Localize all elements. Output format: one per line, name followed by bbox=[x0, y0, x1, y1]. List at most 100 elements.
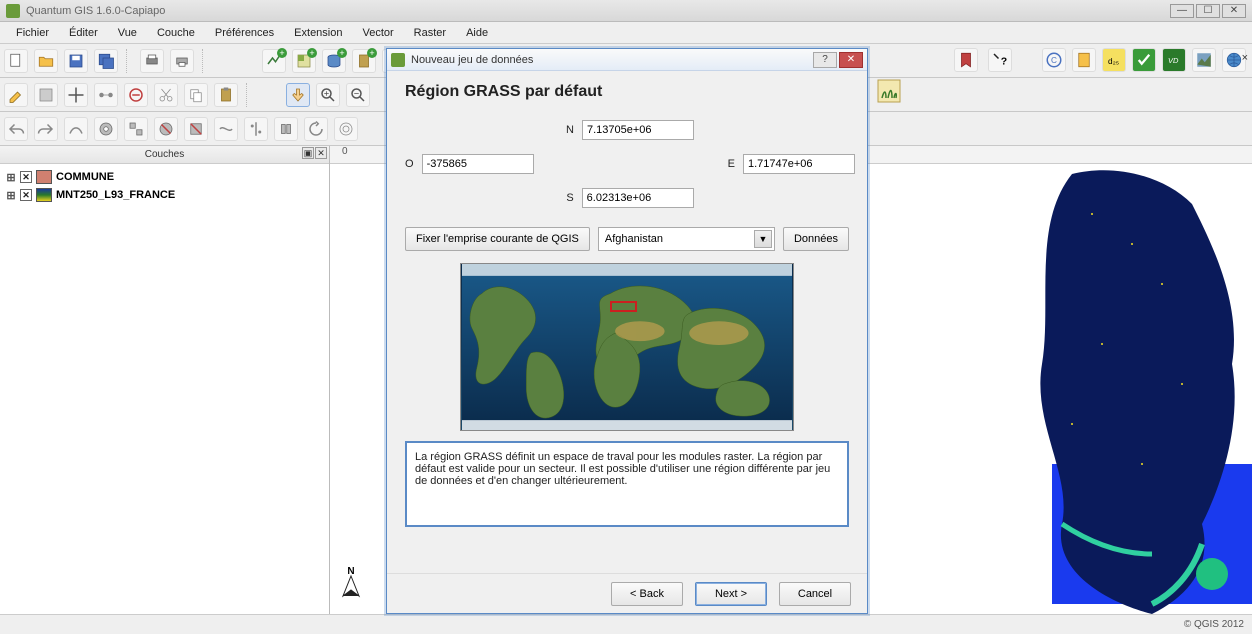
country-select[interactable]: Afghanistan ▼ bbox=[598, 227, 775, 251]
menu-extension[interactable]: Extension bbox=[284, 24, 352, 42]
attribution-text: © QGIS 2012 bbox=[1184, 619, 1244, 630]
delete-selected-button[interactable] bbox=[124, 83, 148, 107]
menu-edit[interactable]: Éditer bbox=[59, 24, 108, 42]
print-button[interactable] bbox=[170, 49, 194, 73]
east-input[interactable] bbox=[743, 154, 855, 174]
polygon-symbol-icon bbox=[36, 170, 52, 184]
fix-qgis-extent-button[interactable]: Fixer l'emprise courante de QGIS bbox=[405, 227, 590, 251]
window-minimize-button[interactable]: — bbox=[1170, 4, 1194, 18]
raster-symbol-icon bbox=[36, 188, 52, 202]
east-label: E bbox=[728, 158, 735, 170]
undo-button[interactable] bbox=[4, 117, 28, 141]
window-maximize-button[interactable]: ☐ bbox=[1196, 4, 1220, 18]
world-map-preview[interactable] bbox=[460, 263, 794, 431]
south-input[interactable] bbox=[582, 188, 694, 208]
back-button[interactable]: < Back bbox=[611, 582, 683, 606]
expand-icon[interactable]: ⊞ bbox=[6, 189, 16, 202]
zoom-out-button[interactable] bbox=[346, 83, 370, 107]
layers-panel: Couches ▣ ✕ ⊞ ✕ COMMUNE ⊞ ✕ MNT250_L93_F… bbox=[0, 146, 330, 614]
split-button[interactable] bbox=[244, 117, 268, 141]
toolbar-separator bbox=[246, 83, 252, 107]
menu-help[interactable]: Aide bbox=[456, 24, 498, 42]
west-input[interactable] bbox=[422, 154, 534, 174]
data-button[interactable]: Données bbox=[783, 227, 849, 251]
add-vector-layer-button[interactable] bbox=[262, 49, 286, 73]
north-arrow-icon: N bbox=[336, 564, 366, 604]
plugin-doc-button[interactable] bbox=[1072, 48, 1096, 72]
svg-text:d₂₅: d₂₅ bbox=[1108, 57, 1119, 66]
layer-row[interactable]: ⊞ ✕ COMMUNE bbox=[2, 168, 327, 186]
north-input[interactable] bbox=[582, 120, 694, 140]
layer-visibility-checkbox[interactable]: ✕ bbox=[20, 189, 32, 201]
layers-panel-title: Couches bbox=[145, 149, 184, 160]
plugin-c-button[interactable]: C bbox=[1042, 48, 1066, 72]
add-postgis-layer-button[interactable] bbox=[322, 49, 346, 73]
app-icon bbox=[6, 4, 20, 18]
menu-view[interactable]: Vue bbox=[108, 24, 147, 42]
chevron-down-icon: ▼ bbox=[754, 230, 772, 248]
dialog-help-button[interactable]: ? bbox=[813, 52, 837, 68]
dialog-close-button[interactable]: ✕ bbox=[839, 52, 863, 68]
add-spatialite-layer-button[interactable] bbox=[352, 49, 376, 73]
menu-layer[interactable]: Couche bbox=[147, 24, 205, 42]
toolbar-right-nav: ? bbox=[954, 48, 1012, 72]
map-france-raster bbox=[1012, 164, 1252, 614]
region-extent-grid: N O E S bbox=[405, 115, 855, 213]
rotate-button[interactable] bbox=[304, 117, 328, 141]
save-as-button[interactable] bbox=[94, 49, 118, 73]
grass-tools-icon[interactable] bbox=[876, 78, 902, 104]
plugin-check-button[interactable] bbox=[1132, 48, 1156, 72]
move-feature-button[interactable] bbox=[64, 83, 88, 107]
add-ring-button[interactable] bbox=[94, 117, 118, 141]
plugin-landscape-button[interactable] bbox=[1192, 48, 1216, 72]
node-tool-button[interactable] bbox=[94, 83, 118, 107]
toolbar-overflow-close[interactable]: × bbox=[1242, 52, 1248, 64]
window-close-button[interactable]: ✕ bbox=[1222, 4, 1246, 18]
plugin-d25-button[interactable]: d₂₅ bbox=[1102, 48, 1126, 72]
layer-name: MNT250_L93_FRANCE bbox=[56, 189, 175, 201]
extent-controls-row: Fixer l'emprise courante de QGIS Afghani… bbox=[405, 227, 849, 251]
cancel-button[interactable]: Cancel bbox=[779, 582, 851, 606]
new-project-button[interactable] bbox=[4, 49, 28, 73]
menu-vector[interactable]: Vector bbox=[352, 24, 403, 42]
menu-file[interactable]: Fichier bbox=[6, 24, 59, 42]
layers-panel-undock-button[interactable]: ▣ bbox=[302, 147, 314, 159]
simplify-button[interactable] bbox=[64, 117, 88, 141]
expand-icon[interactable]: ⊞ bbox=[6, 171, 16, 184]
window-controls: — ☐ ✕ bbox=[1170, 4, 1246, 18]
help-whats-this-button[interactable]: ? bbox=[988, 48, 1012, 72]
cut-button[interactable] bbox=[154, 83, 178, 107]
layer-visibility-checkbox[interactable]: ✕ bbox=[20, 171, 32, 183]
open-project-button[interactable] bbox=[34, 49, 58, 73]
save-edits-button[interactable] bbox=[34, 83, 58, 107]
save-project-button[interactable] bbox=[64, 49, 88, 73]
edit-toggle-button[interactable] bbox=[4, 83, 28, 107]
copy-button[interactable] bbox=[184, 83, 208, 107]
region-selection-rect[interactable] bbox=[610, 301, 637, 313]
paste-button[interactable] bbox=[214, 83, 238, 107]
west-label: O bbox=[405, 158, 414, 170]
delete-ring-button[interactable] bbox=[154, 117, 178, 141]
add-part-button[interactable] bbox=[124, 117, 148, 141]
next-button[interactable]: Next > bbox=[695, 582, 767, 606]
offset-button[interactable] bbox=[334, 117, 358, 141]
add-raster-layer-button[interactable] bbox=[292, 49, 316, 73]
merge-button[interactable] bbox=[274, 117, 298, 141]
zoom-in-button[interactable] bbox=[316, 83, 340, 107]
bookmark-button[interactable] bbox=[954, 48, 978, 72]
redo-button[interactable] bbox=[34, 117, 58, 141]
plugin-vd-button[interactable]: VD bbox=[1162, 48, 1186, 72]
print-composer-button[interactable] bbox=[140, 49, 164, 73]
layers-panel-close-button[interactable]: ✕ bbox=[315, 147, 327, 159]
delete-part-button[interactable] bbox=[184, 117, 208, 141]
layer-row[interactable]: ⊞ ✕ MNT250_L93_FRANCE bbox=[2, 186, 327, 204]
dialog-footer: < Back Next > Cancel bbox=[387, 573, 867, 613]
reshape-button[interactable] bbox=[214, 117, 238, 141]
toolbar-separator bbox=[202, 49, 208, 73]
toolbar-separator bbox=[126, 49, 132, 73]
menu-preferences[interactable]: Préférences bbox=[205, 24, 284, 42]
pan-button[interactable] bbox=[286, 83, 310, 107]
menu-raster[interactable]: Raster bbox=[404, 24, 456, 42]
description-box: La région GRASS définit un espace de tra… bbox=[405, 441, 849, 527]
new-mapset-dialog: Nouveau jeu de données ? ✕ Région GRASS … bbox=[386, 48, 868, 614]
